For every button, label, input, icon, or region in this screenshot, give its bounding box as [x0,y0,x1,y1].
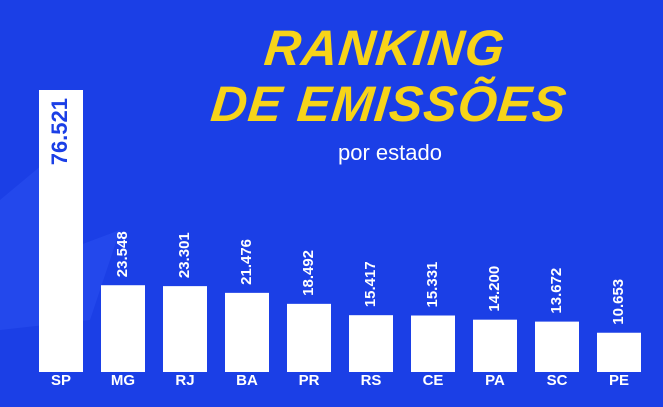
map-decoration [0,150,120,330]
x-tick-label: SC [547,372,568,389]
x-tick-label: PA [485,372,505,389]
bar [287,303,331,372]
x-tick-label: RS [361,372,382,389]
bar [349,315,393,372]
value-label: 21.476 [238,239,255,285]
value-label: 18.492 [300,250,317,296]
x-tick-label: SP [51,372,71,389]
value-label: 23.301 [176,232,193,278]
chart-title-line: RANKING [262,20,508,76]
bar [535,321,579,372]
bar [163,286,207,372]
chart-title-line: DE EMISSÕES [208,75,569,132]
x-tick-label: PR [299,372,320,389]
bar [597,332,641,372]
bar [225,292,269,372]
x-tick-label: PE [609,372,629,389]
value-label: 10.653 [610,279,627,325]
value-label: 15.417 [362,261,379,307]
bar [473,319,517,372]
x-tick-label: CE [423,372,444,389]
x-tick-label: RJ [175,372,194,389]
value-label: 15.331 [424,262,441,308]
value-label: 23.548 [114,231,131,277]
value-label: 76.521 [47,98,72,165]
value-label: 14.200 [486,266,503,312]
x-tick-label: BA [236,372,258,389]
chart-subtitle: por estado [338,140,442,165]
value-label: 13.672 [548,268,565,314]
bar [39,90,83,372]
bar [411,315,455,372]
bar [101,285,145,372]
x-tick-label: MG [111,372,135,389]
